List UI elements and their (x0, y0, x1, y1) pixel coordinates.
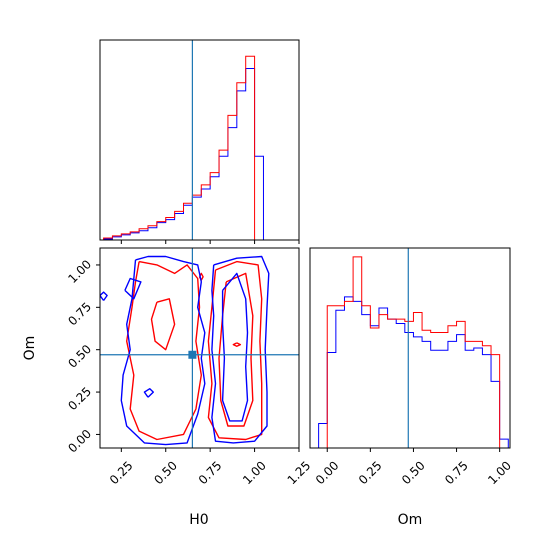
contour-run-a-2 (124, 277, 142, 300)
x-tick-label-h0-4: 1.25 (285, 458, 314, 487)
contour-run-b-3 (150, 298, 176, 351)
x-tick-label-h0-2: 0.75 (196, 458, 225, 487)
panel-2d-frame (99, 247, 300, 449)
y-tick-label-om-4: 1.00 (65, 257, 94, 286)
x-tick-label-h0-1: 0.50 (151, 458, 180, 487)
y-tick-label-om-0: 0.00 (65, 427, 94, 456)
x-tick-label-om-1: 0.25 (356, 458, 385, 487)
contour-run-b-2 (218, 272, 254, 427)
x-tick-label-om-3: 0.75 (442, 458, 471, 487)
x-axis-label-h0: H0 (189, 512, 208, 528)
panel-hist-om-frame (309, 247, 511, 449)
contour-run-b-5 (232, 342, 242, 347)
x-axis-label-om: Om (398, 512, 423, 528)
panel-hist-om: 0.00 0.25 0.50 0.75 1.00 Om (309, 247, 514, 528)
y-tick-label-om-2: 0.50 (65, 342, 94, 371)
x-tick-label-om-2: 0.50 (399, 458, 428, 487)
x-tick-label-om-4: 1.00 (485, 458, 514, 487)
panel-hist-h0-frame (99, 39, 300, 241)
y-tick-label-om-3: 0.75 (65, 300, 94, 329)
contour-run-a-4 (100, 291, 108, 301)
panel-2d-h0-om: 0.25 0.50 0.75 1.00 1.25 0.00 0.25 0.50 0.75 1.0… (22, 247, 314, 528)
x-tick-label-h0-0: 0.25 (107, 458, 136, 487)
truth-marker (188, 350, 197, 359)
contour-run-a-1 (211, 255, 270, 444)
y-axis-label-om: Om (22, 336, 38, 361)
contour-run-a-0 (120, 255, 206, 446)
hist-h0-series-a (103, 67, 264, 240)
contour-run-a-5 (143, 388, 155, 398)
hist-om-series-a (310, 296, 509, 448)
y-tick-label-om-1: 0.25 (65, 384, 94, 413)
contour-run-b-1 (207, 260, 263, 441)
x-tick-label-h0-3: 1.00 (240, 458, 269, 487)
contour-run-a-3 (221, 272, 249, 422)
x-tick-label-om-0: 0.00 (313, 458, 342, 487)
hist-h0-series-b (103, 55, 256, 240)
hist-om-series-b (326, 256, 501, 448)
panel-hist-h0 (99, 39, 300, 244)
